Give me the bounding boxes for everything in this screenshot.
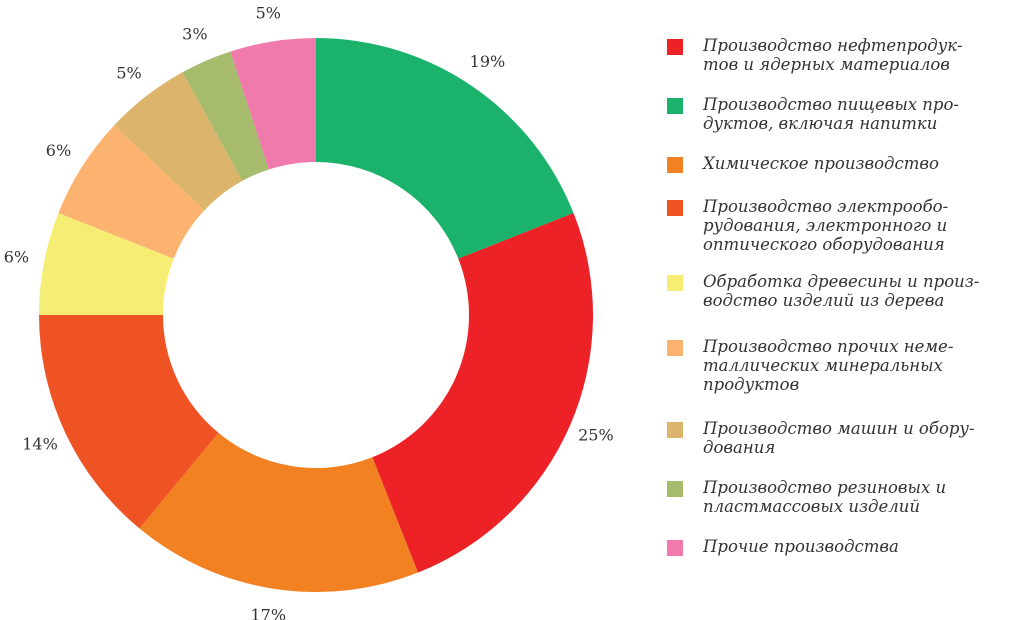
legend-label: Производство пищевых про- дуктов, включа… [703,95,959,133]
slice-label: 6% [4,247,29,266]
legend-swatch [667,39,683,55]
legend-swatch [667,98,683,114]
donut-slice [182,51,269,181]
slice-label: 3% [182,25,207,44]
donut-slice [39,213,174,315]
legend-swatch [667,275,683,291]
slice-label: 5% [256,3,281,22]
legend-swatch [667,540,683,556]
legend-label: Производство машин и обору- дования [703,419,975,457]
donut-slice [39,315,219,529]
donut-slice [139,432,418,592]
donut-slice [316,38,574,259]
legend-label: Обработка древесины и произ- водство изд… [703,272,980,310]
legend-swatch [667,422,683,438]
legend-label: Производство прочих неме- таллических ми… [703,337,954,394]
legend-swatch [667,200,683,216]
legend-swatch [667,340,683,356]
slice-label: 14% [22,434,58,453]
slice-label: 17% [251,606,287,620]
legend-swatch [667,481,683,497]
slice-label: 5% [116,64,141,83]
donut-slice [58,125,205,259]
legend-label: Прочие производства [703,537,899,556]
donut-slice [372,213,593,573]
legend-label: Производство резиновых и пластмассовых и… [703,478,947,516]
donut-slice [114,72,243,211]
legend-label: Производство нефтепродук- тов и ядерных … [703,36,963,74]
legend-swatch [667,157,683,173]
slice-label: 25% [578,426,614,445]
slice-label: 6% [46,141,71,160]
legend-label: Производство электрообо- рудования, элек… [703,197,949,254]
donut-slice [230,38,316,170]
slice-label: 19% [470,52,506,71]
legend-label: Химическое производство [703,154,939,173]
